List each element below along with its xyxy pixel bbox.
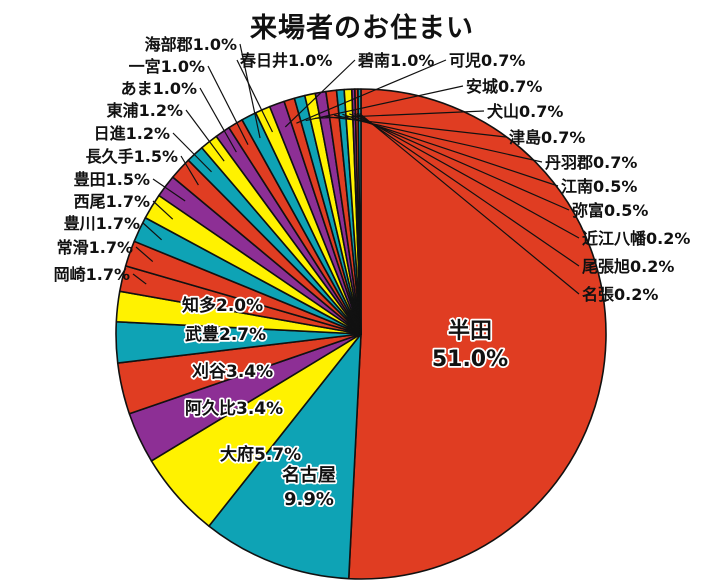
- slice-label-6: 知多2.0%: [181, 295, 263, 316]
- slice-label-15: あま1.0%: [121, 79, 197, 98]
- leader-line-17: [239, 43, 261, 139]
- leader-line-14: [185, 109, 225, 162]
- slice-label-5: 武豊2.7%: [185, 324, 266, 345]
- slice-label-22: 犬山0.7%: [487, 102, 563, 121]
- leader-line-18: [236, 59, 274, 133]
- leader-line-8: [135, 246, 154, 262]
- slice-label-20: 可児0.7%: [449, 51, 525, 70]
- leader-line-11: [152, 178, 186, 202]
- slice-label-14: 東浦1.2%: [107, 101, 183, 120]
- slice-label-27: 近江八幡0.2%: [582, 229, 690, 248]
- slice-label-18: 春日井1.0%: [239, 51, 332, 70]
- pie-slice-29: [357, 88, 362, 335]
- slice-label-17: 海部郡1.0%: [145, 35, 237, 54]
- leader-line-28: [356, 113, 580, 267]
- slice-labels: 半田 51.0% 名古屋 9.9% 大府5.7% 阿久比3.4% 刈谷3.4% 武豊2.7% 知…: [54, 35, 691, 512]
- leader-line-26: [349, 113, 570, 211]
- slice-label-29: 名張0.2%: [582, 285, 658, 304]
- leader-line-20: [296, 59, 447, 124]
- leader-line-16: [207, 65, 249, 145]
- slice-label-21: 安城0.7%: [466, 77, 542, 96]
- slice-label-0: 半田: [448, 319, 492, 344]
- slice-label-4: 刈谷3.4%: [192, 361, 273, 382]
- slice-label-13: 日進1.2%: [94, 124, 170, 143]
- slice-value-1: 9.9%: [284, 489, 334, 510]
- leader-line-19: [284, 59, 356, 128]
- chart-title: 来場者のお住まい: [250, 13, 474, 44]
- slice-label-10: 西尾1.7%: [74, 192, 150, 211]
- slice-label-2: 大府5.7%: [220, 444, 301, 465]
- slice-value-0: 51.0%: [432, 347, 508, 372]
- slice-label-26: 弥富0.5%: [572, 201, 648, 220]
- leader-line-7: [132, 273, 147, 285]
- slice-label-1: 名古屋: [282, 464, 336, 486]
- slice-label-3: 阿久比3.4%: [185, 398, 283, 419]
- pie-slice-0: [347, 88, 607, 580]
- leader-line-9: [142, 222, 163, 241]
- leader-lines: [132, 43, 580, 295]
- leader-line-13: [172, 132, 212, 173]
- slice-label-7: 岡崎1.7%: [54, 265, 130, 284]
- slice-label-23: 津島0.7%: [509, 128, 585, 147]
- slice-label-24: 丹羽郡0.7%: [545, 153, 637, 172]
- leader-line-12: [180, 155, 199, 186]
- slice-label-12: 長久手1.5%: [86, 147, 178, 166]
- leader-line-27: [353, 113, 580, 239]
- slice-label-11: 豊田1.5%: [74, 170, 150, 189]
- slice-label-19: 碧南1.0%: [357, 51, 434, 70]
- leader-line-21: [305, 85, 464, 122]
- slice-label-25: 江南0.5%: [561, 177, 637, 196]
- leader-line-10: [152, 200, 174, 220]
- leader-line-29: [359, 113, 580, 295]
- pie-slice-1: [208, 333, 362, 580]
- slice-label-16: 一宮1.0%: [129, 57, 205, 76]
- pie-slices: [115, 88, 607, 580]
- slice-label-9: 豊川1.7%: [64, 214, 140, 233]
- slice-label-8: 常滑1.7%: [57, 238, 133, 257]
- slice-label-28: 尾張旭0.2%: [582, 257, 674, 276]
- leader-line-15: [199, 87, 237, 153]
